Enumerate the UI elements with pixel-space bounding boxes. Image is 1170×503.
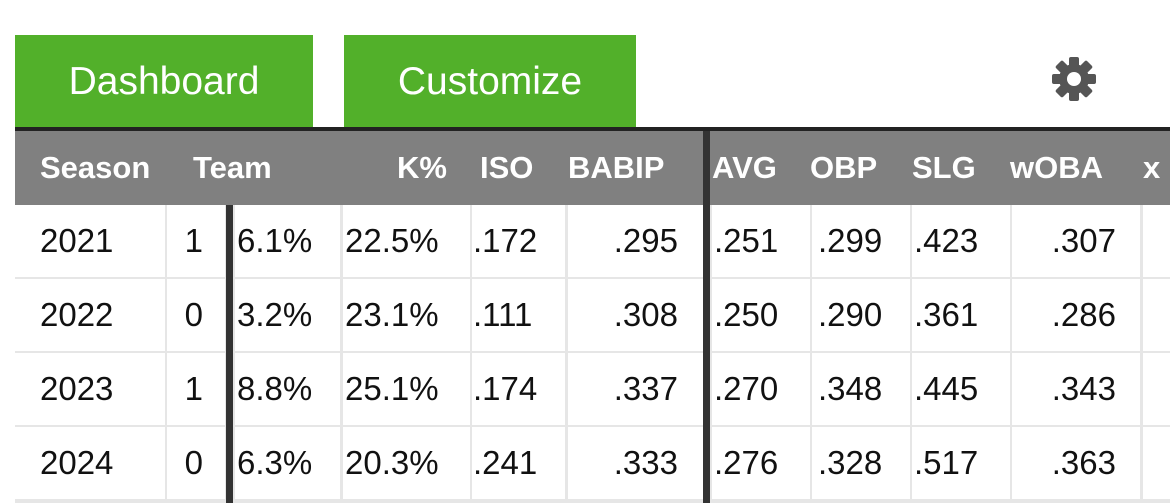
column-separator bbox=[703, 131, 710, 503]
table-cell: .328 bbox=[812, 427, 910, 499]
table-cell: .343 bbox=[1012, 353, 1140, 425]
column-header: OBP bbox=[810, 150, 878, 185]
table-cell: 2024 bbox=[15, 427, 165, 499]
table-cell: .423 bbox=[912, 205, 1010, 277]
table-cell: .307 bbox=[1012, 205, 1140, 277]
table-cell: .286 bbox=[1012, 279, 1140, 351]
table-cell-cut bbox=[1143, 205, 1170, 277]
table-cell: .276 bbox=[712, 427, 810, 499]
table-cell: .172 bbox=[472, 205, 565, 277]
column-header: wOBA bbox=[1010, 150, 1103, 185]
table-cell: .348 bbox=[812, 353, 910, 425]
table-header bbox=[15, 131, 1170, 205]
table-cell: 25.1% bbox=[343, 353, 470, 425]
table-cell: .361 bbox=[912, 279, 1010, 351]
table-cell: 6.1% bbox=[235, 205, 340, 277]
table-cell: 1 bbox=[167, 205, 225, 277]
table-cell: .295 bbox=[568, 205, 705, 277]
table-cell: 2022 bbox=[15, 279, 165, 351]
table-cell: .290 bbox=[812, 279, 910, 351]
table-cell-cut bbox=[1143, 353, 1170, 425]
column-header: ISO bbox=[480, 150, 534, 185]
table-cell: 1 bbox=[167, 353, 225, 425]
table-cell: .308 bbox=[568, 279, 705, 351]
table-cell: .337 bbox=[568, 353, 705, 425]
table-cell: 22.5% bbox=[343, 205, 470, 277]
table-cell: .299 bbox=[812, 205, 910, 277]
table-cell: .251 bbox=[712, 205, 810, 277]
table-cell: .174 bbox=[472, 353, 565, 425]
column-header: Season bbox=[40, 150, 151, 185]
settings-gear[interactable] bbox=[1050, 55, 1098, 103]
column-header: x bbox=[1143, 150, 1161, 185]
column-header: K% bbox=[397, 150, 447, 185]
table-cell-cut bbox=[1143, 427, 1170, 499]
customize-button[interactable]: Customize bbox=[344, 35, 636, 128]
column-separator bbox=[226, 205, 233, 503]
table-cell: .445 bbox=[912, 353, 1010, 425]
table-cell: .250 bbox=[712, 279, 810, 351]
table-cell: 20.3% bbox=[343, 427, 470, 499]
column-header: AVG bbox=[712, 150, 777, 185]
table-cell: 0 bbox=[167, 279, 225, 351]
divider bbox=[15, 127, 1170, 131]
table-cell: 8.8% bbox=[235, 353, 340, 425]
table-cell-cut bbox=[1143, 279, 1170, 351]
dashboard-button[interactable]: Dashboard bbox=[15, 35, 313, 128]
table-cell: 23.1% bbox=[343, 279, 470, 351]
table-cell: .270 bbox=[712, 353, 810, 425]
column-header: SLG bbox=[912, 150, 976, 185]
column-header: Team bbox=[193, 150, 272, 185]
table-cell: .333 bbox=[568, 427, 705, 499]
table-cell: 3.2% bbox=[235, 279, 340, 351]
table-cell: 6.3% bbox=[235, 427, 340, 499]
table-cell: 2021 bbox=[15, 205, 165, 277]
table-cell: 0 bbox=[167, 427, 225, 499]
table-cell: 2023 bbox=[15, 353, 165, 425]
column-header: BABIP bbox=[568, 150, 665, 185]
table-cell: .241 bbox=[472, 427, 565, 499]
table-cell: .111 bbox=[472, 279, 565, 351]
table-cell: .517 bbox=[912, 427, 1010, 499]
table-cell: .363 bbox=[1012, 427, 1140, 499]
